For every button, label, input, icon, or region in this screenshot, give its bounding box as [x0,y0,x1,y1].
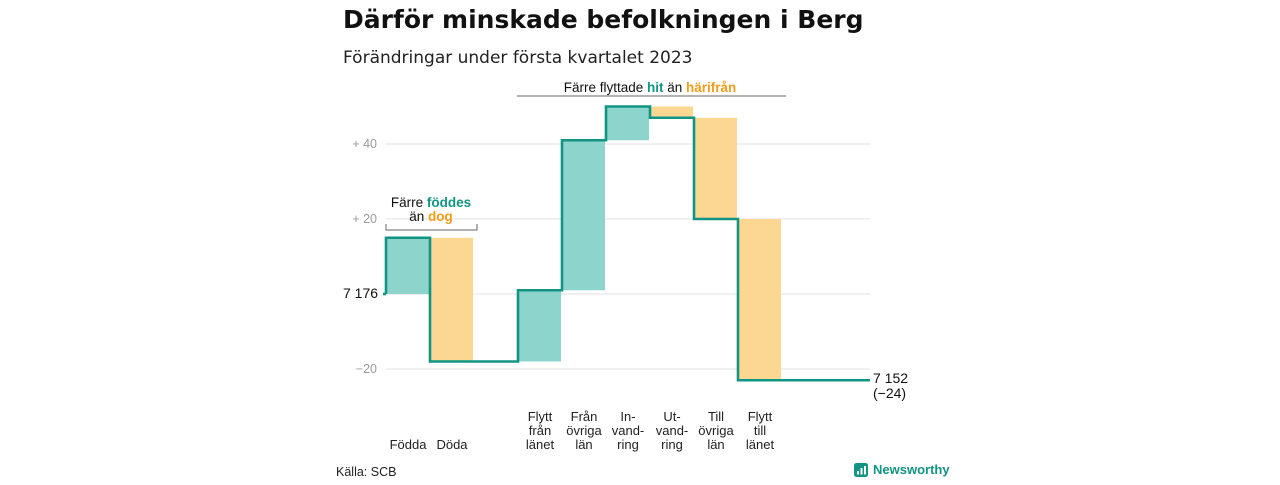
category-label: Flytt till länet [746,409,775,452]
y-tick-label: + 20 [352,212,377,226]
start-value-label: 7 176 [343,285,378,301]
bar [695,117,737,219]
category-label: Till övriga län [698,409,734,452]
bar [607,106,649,141]
category-label: Ut-vand-ring [656,409,689,452]
category-label: Från övriga län [566,409,602,452]
chart-subtitle: Förändringar under första kvartalet 2023 [343,48,692,68]
end-value-label: 7 152 [873,370,908,386]
gridlines [386,143,870,370]
category-label: Flytt från länet [526,409,555,452]
category-labels: Födda Döda Flytt från länet Från övriga län In-v… [390,409,775,452]
source-note: Källa: SCB [336,465,396,479]
births-annotation-line1: Färre föddes [391,195,471,210]
migration-annotation-text: Färre flyttade hit än härifrån [564,80,737,95]
migration-annotation: Färre flyttade hit än härifrån [517,80,786,97]
category-label: In-vand-ring [612,409,645,452]
end-change-label: (−24) [873,385,906,401]
cumulative-step-line [384,105,870,382]
bar [387,237,429,294]
bar [563,140,605,291]
y-tick-label: −20 [356,362,377,376]
y-tick-label: + 40 [352,137,377,151]
births-annotation: Färre föddes än dog [385,195,478,231]
category-label: Födda [390,437,428,452]
y-tick-labels: + 40 + 20 −20 [352,137,377,376]
chart-title: Därför minskade befolkningen i Berg [343,5,864,34]
bar [431,237,473,362]
newsworthy-wordmark: Newsworthy [873,462,950,477]
bar [739,219,781,381]
category-label: Döda [436,437,468,452]
bar [651,106,693,118]
bar [519,290,561,362]
births-annotation-bracket [385,224,478,231]
newsworthy-logo: Newsworthy [854,462,950,477]
births-annotation-line2: än dog [409,209,453,224]
bars [387,106,781,381]
